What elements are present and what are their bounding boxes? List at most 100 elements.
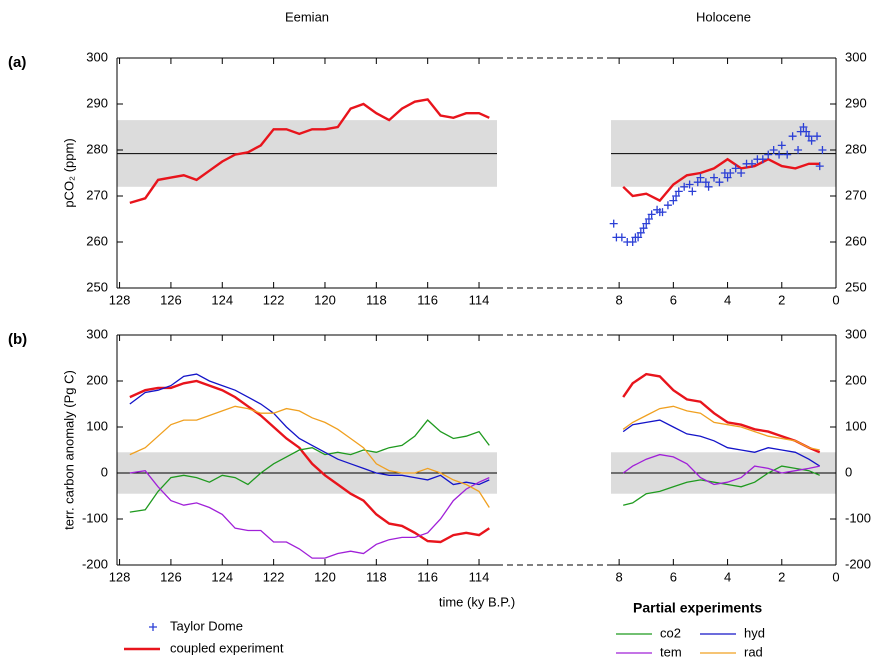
y-tick-label: -100	[82, 510, 108, 525]
legend-label: tem	[660, 644, 682, 659]
y-tick-label: -200	[82, 556, 108, 571]
y-tick-label: 250	[86, 279, 108, 294]
series-line	[129, 405, 490, 508]
y-tick-label: 100	[86, 418, 108, 433]
y-tick-label: 300	[845, 326, 867, 341]
x-tick-label: 2	[778, 569, 785, 584]
scatter-point	[674, 187, 683, 196]
scatter-point	[669, 196, 678, 205]
scatter-point	[731, 164, 740, 173]
x-axis-label: time (ky B.P.)	[439, 594, 515, 609]
scatter-point	[769, 146, 778, 154]
y-tick-label: 280	[86, 141, 108, 156]
x-tick-label: 124	[211, 292, 233, 307]
y-tick-label: 260	[86, 233, 108, 248]
y-axis-label: pCO₂ (ppm)	[61, 138, 76, 207]
x-tick-label: 114	[469, 569, 490, 584]
x-tick-label: 126	[160, 292, 182, 307]
scatter-point	[758, 155, 767, 164]
y-tick-label: 270	[86, 187, 108, 202]
y-tick-label: 0	[845, 464, 852, 479]
y-tick-label: 300	[845, 49, 867, 64]
x-tick-label: 4	[724, 569, 731, 584]
x-tick-label: 114	[469, 292, 490, 307]
scatter-point	[726, 169, 735, 177]
period-title: Eemian	[285, 9, 329, 24]
y-tick-label: 0	[101, 464, 108, 479]
scatter-point	[764, 150, 773, 159]
series-line	[622, 372, 821, 454]
legend-label: Taylor Dome	[170, 618, 243, 633]
y-tick-label: 250	[845, 279, 867, 294]
scatter-point	[628, 238, 637, 246]
scatter-point	[747, 159, 756, 168]
x-tick-label: 0	[832, 292, 839, 307]
scatter-point	[783, 150, 792, 159]
scatter-point	[710, 173, 719, 182]
scatter-point	[788, 132, 797, 141]
period-title: Holocene	[696, 9, 751, 24]
y-tick-label: 300	[86, 326, 108, 341]
scatter-point	[777, 141, 786, 150]
x-tick-label: 124	[211, 569, 233, 584]
scatter-point	[636, 228, 645, 237]
scatter-point	[723, 173, 732, 182]
x-tick-label: 128	[109, 292, 131, 307]
y-tick-label: -200	[845, 556, 871, 571]
x-tick-label: 122	[263, 292, 285, 307]
scatter-point	[818, 146, 827, 154]
scatter-point	[688, 187, 697, 196]
legend-label: hyd	[744, 625, 765, 640]
scatter-point	[639, 224, 648, 233]
legend-title: Partial experiments	[633, 600, 762, 616]
scatter-point	[680, 182, 689, 191]
y-axis-label: terr. carbon anomaly (Pg C)	[61, 370, 76, 530]
x-tick-label: 8	[616, 569, 623, 584]
scatter-point	[617, 233, 626, 242]
scatter-point	[663, 201, 672, 210]
x-tick-label: 122	[263, 569, 285, 584]
scatter-point	[609, 219, 618, 228]
series-line	[129, 373, 490, 486]
legend-label: rad	[744, 644, 763, 659]
x-tick-label: 118	[366, 292, 387, 307]
y-tick-label: -100	[845, 510, 871, 525]
x-tick-label: 6	[670, 292, 677, 307]
scatter-point	[647, 210, 656, 219]
y-tick-label: 280	[845, 141, 867, 156]
y-tick-label: 290	[86, 95, 108, 110]
x-tick-label: 116	[417, 569, 438, 584]
x-tick-label: 0	[832, 569, 839, 584]
scatter-point	[807, 136, 816, 145]
x-tick-label: 116	[417, 292, 438, 307]
x-tick-label: 4	[724, 292, 731, 307]
scatter-point	[813, 132, 822, 141]
scatter-point	[815, 162, 824, 171]
y-tick-label: 290	[845, 95, 867, 110]
series-line	[622, 405, 820, 451]
scatter-point	[644, 215, 653, 223]
scatter-point	[685, 180, 694, 189]
series-line	[622, 453, 820, 486]
x-tick-label: 120	[314, 292, 336, 307]
y-tick-label: 260	[845, 233, 867, 248]
x-tick-label: 118	[366, 569, 387, 584]
series-line	[129, 419, 490, 513]
x-tick-label: 2	[778, 292, 785, 307]
scatter-point	[704, 182, 713, 191]
series-line	[622, 157, 820, 203]
x-tick-label: 120	[314, 569, 336, 584]
scatter-point	[802, 127, 811, 136]
scatter-point	[701, 178, 710, 187]
scatter-point	[672, 192, 681, 200]
legend-label: coupled experiment	[170, 640, 284, 655]
x-tick-label: 8	[616, 292, 623, 307]
series-line	[129, 470, 490, 559]
scatter-point	[658, 208, 667, 217]
y-tick-label: 270	[845, 187, 867, 202]
scatter-point	[804, 132, 813, 141]
x-tick-label: 126	[160, 569, 182, 584]
scatter-point	[715, 178, 724, 187]
panel-label: (b)	[8, 331, 27, 348]
